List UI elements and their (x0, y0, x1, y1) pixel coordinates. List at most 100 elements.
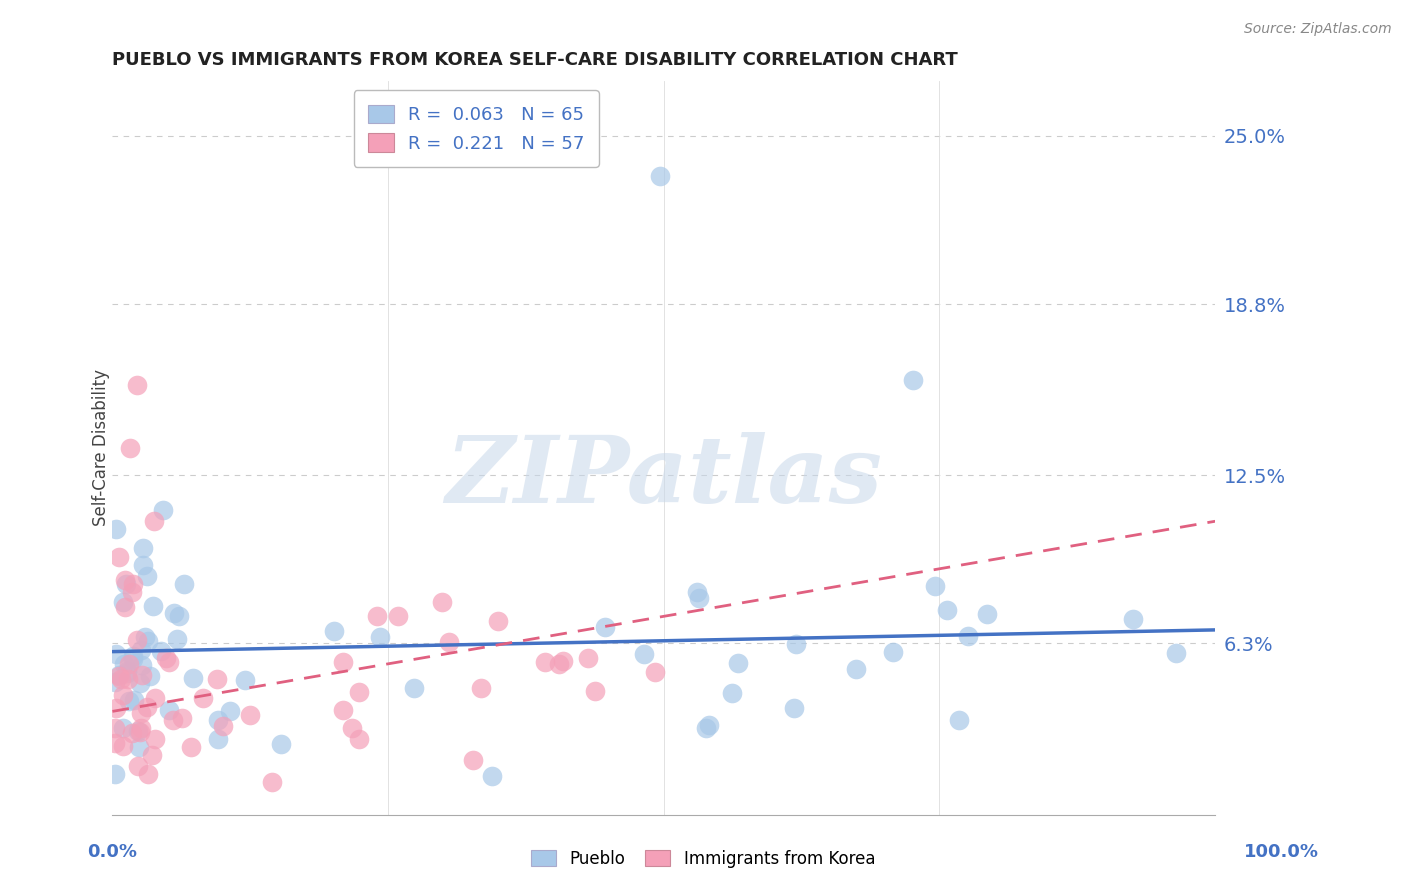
Immigrants from Korea (551, 654, 574, 668)
Pueblo (104, 523, 127, 537)
Immigrants from Korea (121, 576, 143, 591)
Pueblo (207, 731, 229, 746)
Immigrants from Korea (576, 651, 599, 665)
Pueblo (132, 558, 155, 572)
Immigrants from Korea (533, 655, 555, 669)
Immigrants from Korea (162, 713, 184, 727)
Pueblo (686, 585, 709, 599)
Pueblo (219, 704, 242, 718)
Immigrants from Korea (157, 655, 180, 669)
Pueblo (948, 713, 970, 727)
Pueblo (121, 652, 143, 666)
Immigrants from Korea (114, 600, 136, 615)
Immigrants from Korea (332, 656, 354, 670)
Pueblo (882, 645, 904, 659)
Text: PUEBLO VS IMMIGRANTS FROM KOREA SELF-CARE DISABILITY CORRELATION CHART: PUEBLO VS IMMIGRANTS FROM KOREA SELF-CAR… (112, 51, 959, 69)
Pueblo (1122, 612, 1144, 626)
Immigrants from Korea (129, 721, 152, 735)
Immigrants from Korea (143, 731, 166, 746)
Pueblo (134, 630, 156, 644)
Pueblo (122, 648, 145, 663)
Pueblo (173, 577, 195, 591)
Immigrants from Korea (117, 673, 139, 687)
Immigrants from Korea (212, 718, 235, 732)
Pueblo (142, 599, 165, 613)
Pueblo (976, 607, 998, 621)
Immigrants from Korea (121, 585, 143, 599)
Pueblo (167, 608, 190, 623)
Immigrants from Korea (143, 691, 166, 706)
Immigrants from Korea (340, 721, 363, 735)
Legend: Pueblo, Immigrants from Korea: Pueblo, Immigrants from Korea (524, 844, 882, 875)
Pueblo (157, 703, 180, 717)
Text: 0.0%: 0.0% (87, 843, 138, 861)
Pueblo (901, 373, 924, 387)
Immigrants from Korea (172, 711, 194, 725)
Pueblo (924, 579, 946, 593)
Pueblo (368, 630, 391, 644)
Pueblo (118, 694, 141, 708)
Immigrants from Korea (332, 703, 354, 717)
Immigrants from Korea (121, 726, 143, 740)
Text: Source: ZipAtlas.com: Source: ZipAtlas.com (1244, 22, 1392, 37)
Immigrants from Korea (583, 684, 606, 698)
Pueblo (131, 658, 153, 673)
Pueblo (104, 647, 127, 661)
Pueblo (727, 656, 749, 670)
Pueblo (107, 668, 129, 682)
Immigrants from Korea (143, 514, 166, 528)
Pueblo (233, 673, 256, 687)
Immigrants from Korea (191, 691, 214, 706)
Pueblo (845, 662, 868, 676)
Immigrants from Korea (347, 731, 370, 746)
Legend: R =  0.063   N = 65, R =  0.221   N = 57: R = 0.063 N = 65, R = 0.221 N = 57 (354, 90, 599, 167)
Immigrants from Korea (136, 767, 159, 781)
Immigrants from Korea (387, 609, 409, 624)
Pueblo (127, 724, 149, 739)
Pueblo (207, 713, 229, 727)
Pueblo (785, 638, 807, 652)
Immigrants from Korea (136, 700, 159, 714)
Immigrants from Korea (108, 668, 131, 682)
Immigrants from Korea (486, 615, 509, 629)
Immigrants from Korea (548, 657, 571, 671)
Immigrants from Korea (131, 667, 153, 681)
Pueblo (270, 737, 292, 751)
Pueblo (595, 620, 617, 634)
Immigrants from Korea (461, 753, 484, 767)
Pueblo (132, 541, 155, 556)
Pueblo (181, 671, 204, 685)
Pueblo (129, 643, 152, 657)
Text: 100.0%: 100.0% (1244, 843, 1319, 861)
Pueblo (104, 767, 127, 781)
Pueblo (783, 701, 806, 715)
Pueblo (112, 657, 135, 671)
Pueblo (128, 739, 150, 754)
Pueblo (936, 603, 959, 617)
Pueblo (163, 606, 186, 620)
Immigrants from Korea (127, 633, 149, 648)
Y-axis label: Self-Care Disability: Self-Care Disability (93, 369, 110, 526)
Immigrants from Korea (127, 758, 149, 772)
Pueblo (117, 665, 139, 679)
Immigrants from Korea (437, 635, 460, 649)
Immigrants from Korea (129, 706, 152, 720)
Immigrants from Korea (104, 736, 127, 750)
Pueblo (721, 685, 744, 699)
Immigrants from Korea (349, 685, 371, 699)
Pueblo (695, 721, 717, 735)
Pueblo (136, 634, 159, 648)
Pueblo (648, 169, 671, 184)
Pueblo (135, 568, 157, 582)
Pueblo (323, 624, 346, 638)
Immigrants from Korea (120, 441, 142, 455)
Immigrants from Korea (128, 725, 150, 739)
Immigrants from Korea (141, 747, 163, 762)
Pueblo (688, 591, 710, 605)
Text: ZIPatlas: ZIPatlas (446, 433, 883, 523)
Pueblo (150, 644, 173, 658)
Pueblo (129, 675, 152, 690)
Pueblo (152, 503, 174, 517)
Pueblo (956, 629, 979, 643)
Pueblo (115, 665, 138, 680)
